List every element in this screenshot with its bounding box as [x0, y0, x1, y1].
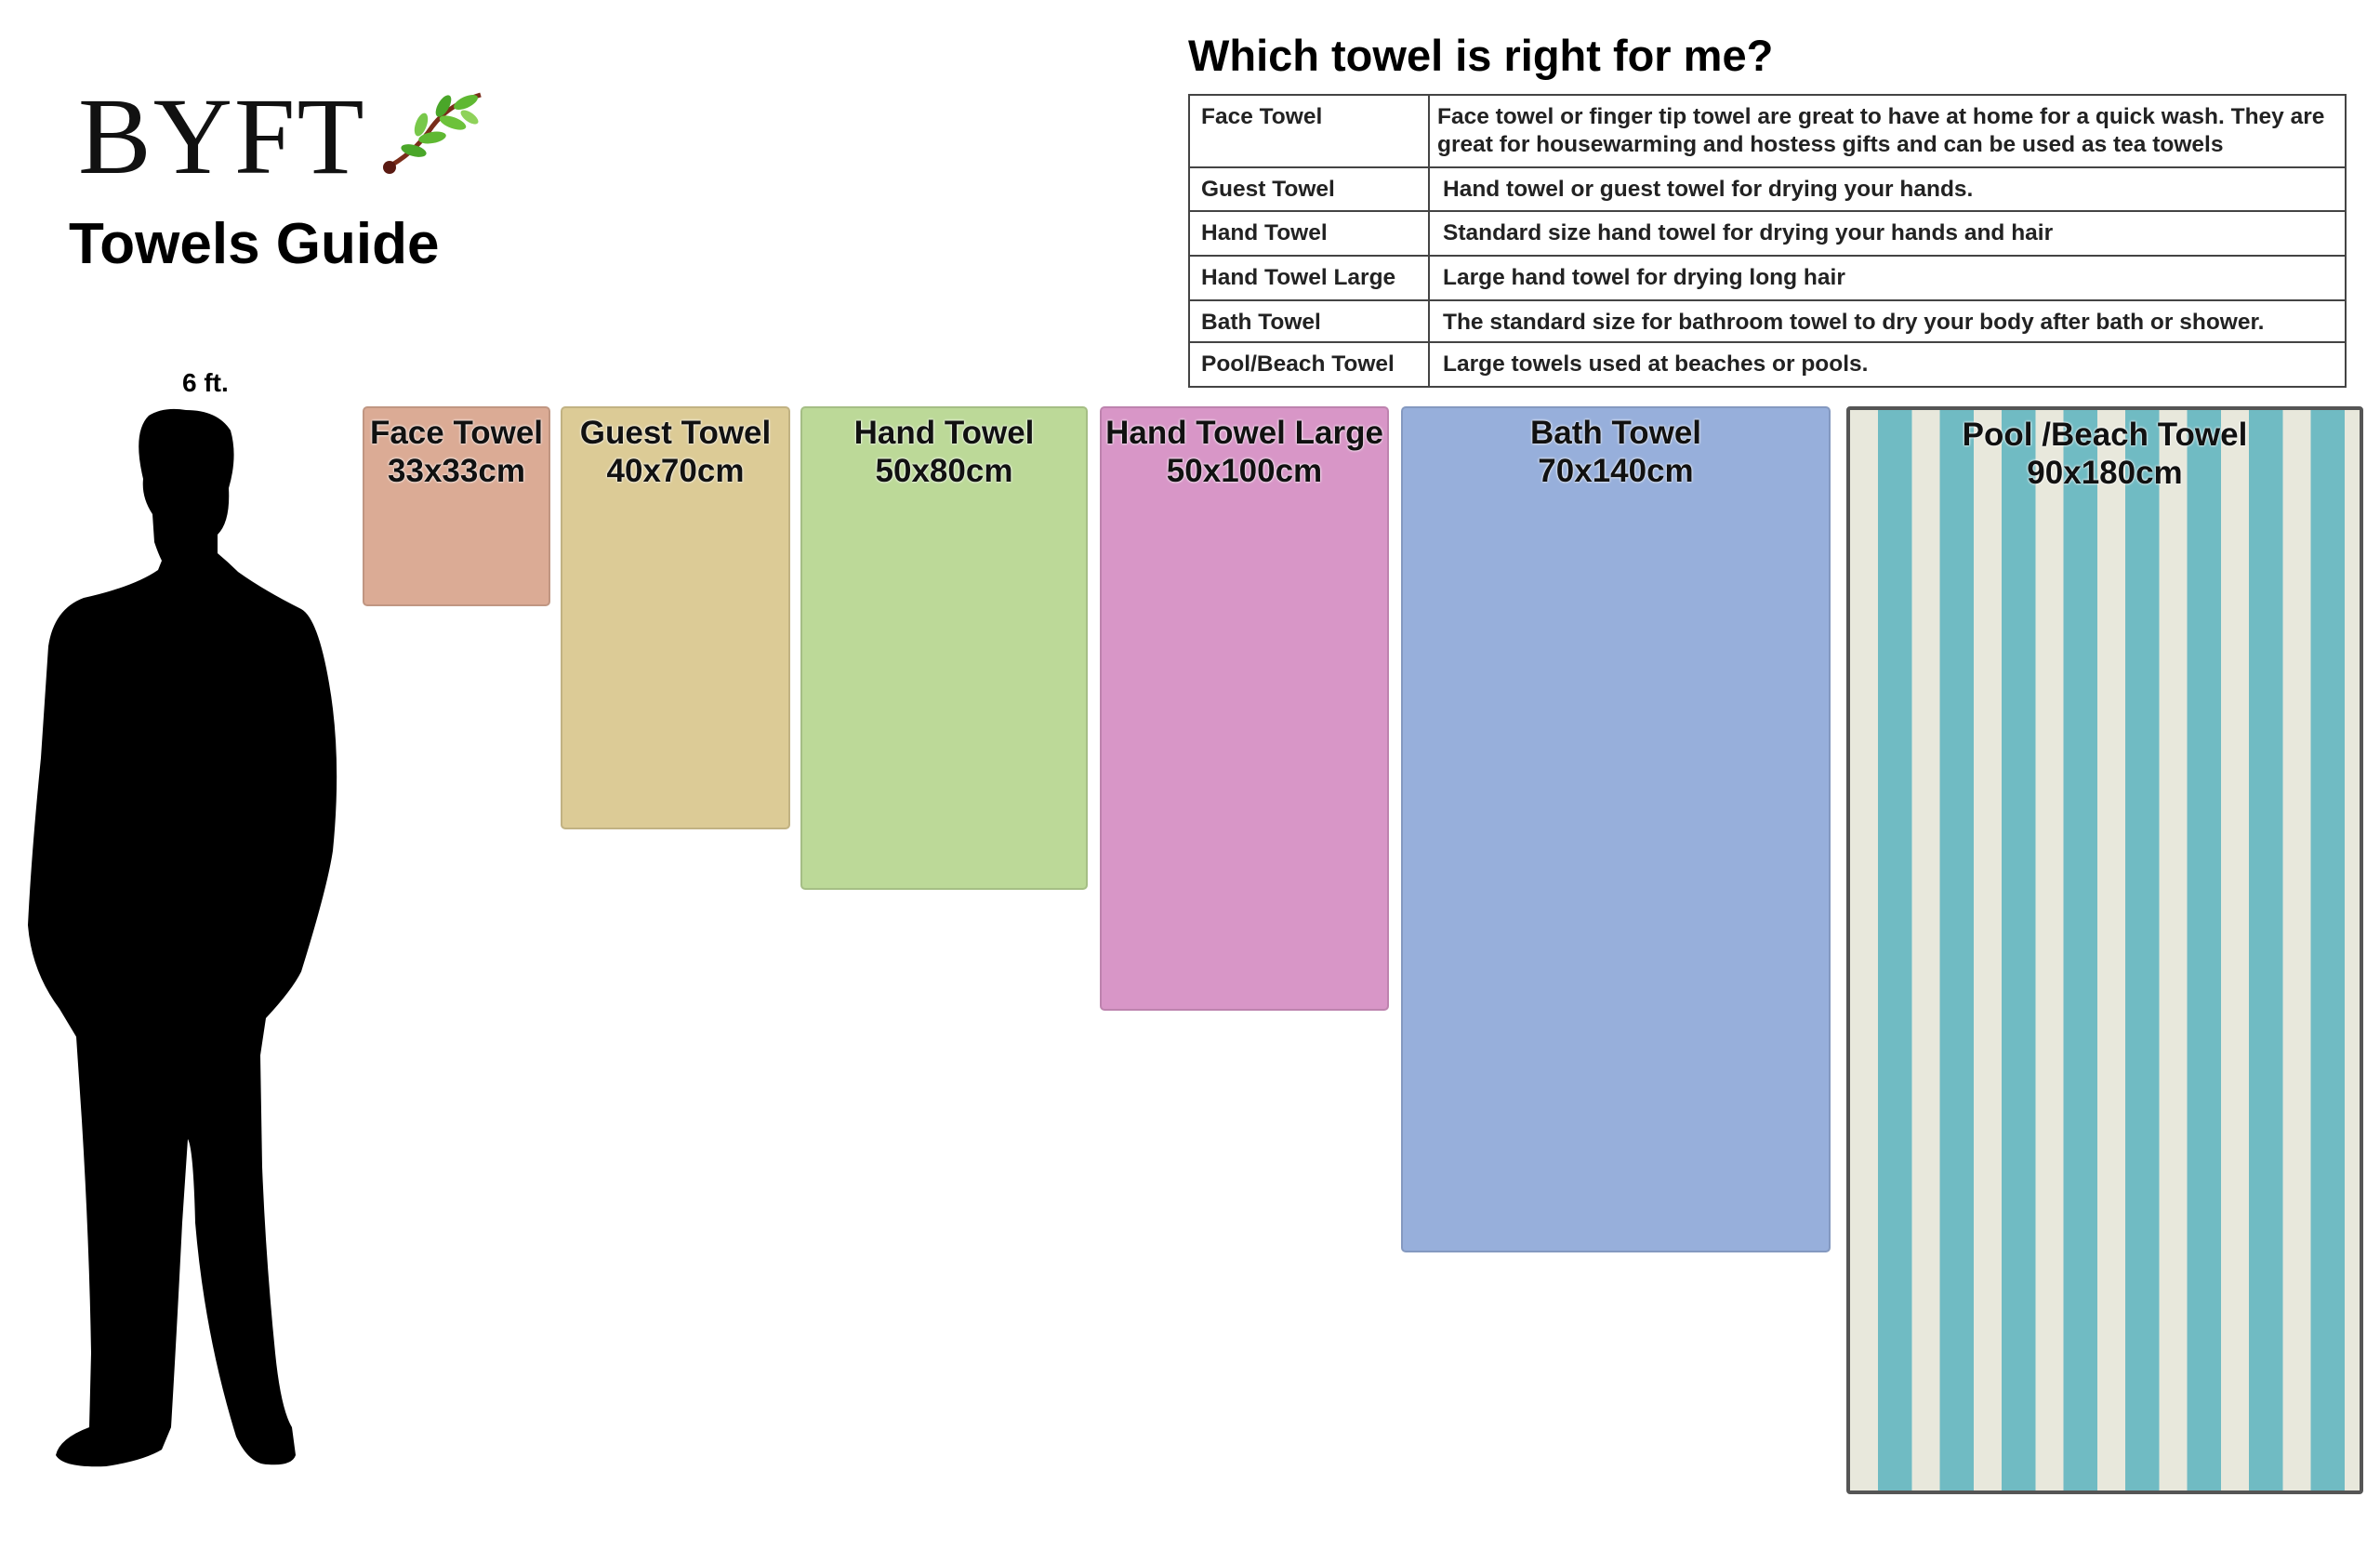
table-row: Pool/Beach Towel Large towels used at be… — [1188, 341, 2347, 388]
person-height-label: 6 ft. — [182, 368, 229, 397]
towel-hand: Hand Towel 50x80cm — [800, 406, 1088, 890]
table-cell-name: Pool/Beach Towel — [1188, 341, 1430, 388]
towel-size: 90x180cm — [2027, 455, 2183, 491]
table-cell-name: Bath Towel — [1188, 299, 1430, 343]
towel-face: Face Towel 33x33cm — [363, 406, 550, 606]
towel-pool-beach: Pool /Beach Towel 90x180cm — [1846, 406, 2363, 1494]
towel-name: Guest Towel — [579, 415, 772, 451]
table-cell-desc: Face towel or finger tip towel are great… — [1428, 94, 2347, 168]
towel-hand-large: Hand Towel Large 50x100cm — [1100, 406, 1389, 1011]
table-cell-name: Guest Towel — [1188, 166, 1430, 212]
table-row: Hand Towel Standard size hand towel for … — [1188, 210, 2347, 257]
person-silhouette-icon — [28, 408, 337, 1467]
towel-name: Hand Towel Large — [1105, 415, 1383, 451]
guide-title: Towels Guide — [69, 212, 440, 276]
towel-bath: Bath Towel 70x140cm — [1401, 406, 1831, 1252]
towel-size: 50x100cm — [1166, 453, 1323, 489]
table-cell-desc: Standard size hand towel for drying your… — [1428, 210, 2347, 257]
towel-name: Bath Towel — [1529, 415, 1702, 451]
table-row: Guest Towel Hand towel or guest towel fo… — [1188, 166, 2347, 212]
table-cell-desc: The standard size for bathroom towel to … — [1428, 299, 2347, 343]
table-row: Hand Towel Large Large hand towel for dr… — [1188, 255, 2347, 301]
towel-guest: Guest Towel 40x70cm — [561, 406, 790, 829]
towel-guide-table: Face Towel Face towel or finger tip towe… — [1188, 94, 2347, 388]
towel-size: 50x80cm — [875, 453, 1013, 489]
table-title: Which towel is right for me? — [1188, 31, 1774, 80]
table-row: Face Towel Face towel or finger tip towe… — [1188, 94, 2347, 168]
towel-size: 40x70cm — [606, 453, 745, 489]
table-cell-desc: Large hand towel for drying long hair — [1428, 255, 2347, 301]
towel-name: Hand Towel — [853, 415, 1035, 451]
towel-size: 33x33cm — [388, 453, 525, 489]
table-cell-name: Face Towel — [1188, 94, 1430, 168]
towel-name: Face Towel — [369, 415, 544, 451]
towel-size: 70x140cm — [1538, 453, 1694, 489]
olive-branch-icon — [382, 92, 482, 174]
table-cell-desc: Large towels used at beaches or pools. — [1428, 341, 2347, 388]
brand-logo-text: BYFT — [78, 75, 366, 197]
towel-name: Pool /Beach Towel — [1962, 417, 2248, 453]
table-cell-name: Hand Towel Large — [1188, 255, 1430, 301]
table-cell-desc: Hand towel or guest towel for drying you… — [1428, 166, 2347, 212]
table-row: Bath Towel The standard size for bathroo… — [1188, 299, 2347, 343]
table-cell-name: Hand Towel — [1188, 210, 1430, 257]
